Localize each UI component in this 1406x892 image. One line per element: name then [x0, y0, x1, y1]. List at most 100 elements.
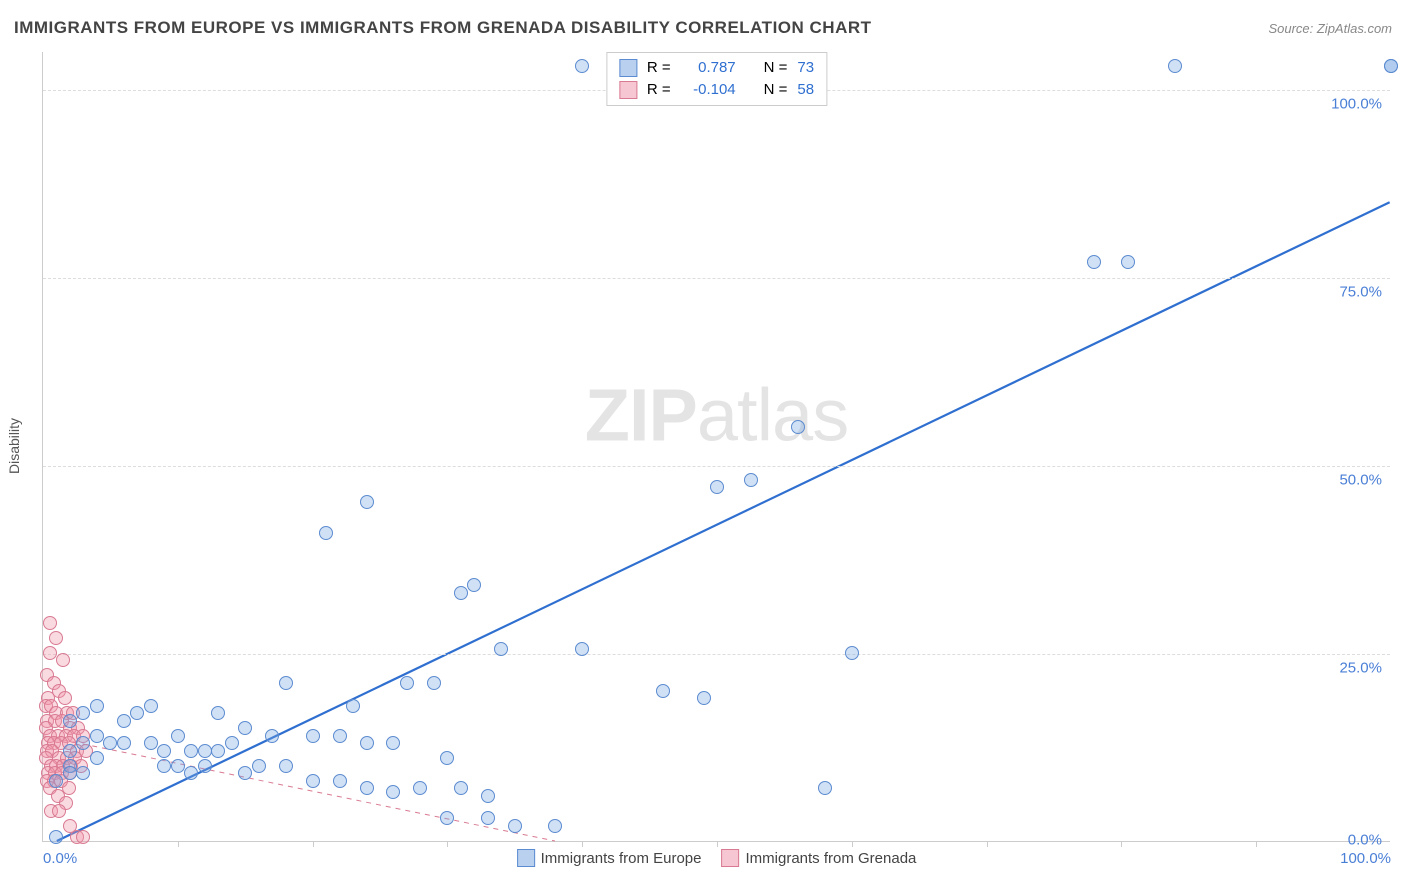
y-tick-label: 100.0% [1331, 95, 1382, 112]
data-point [279, 759, 293, 773]
x-minor-tick [717, 841, 718, 847]
data-point [454, 781, 468, 795]
legend-item-grenada: Immigrants from Grenada [722, 849, 917, 867]
data-point [386, 736, 400, 750]
data-point [818, 781, 832, 795]
legend-swatch-europe [619, 59, 637, 77]
data-point [413, 781, 427, 795]
data-point [791, 420, 805, 434]
data-point [117, 736, 131, 750]
data-point [90, 699, 104, 713]
y-tick-label: 0.0% [1348, 832, 1382, 849]
data-point [279, 676, 293, 690]
n-label: N = [764, 79, 788, 101]
n-value: 73 [797, 57, 814, 79]
data-point [90, 729, 104, 743]
legend-label: Immigrants from Grenada [746, 850, 917, 867]
data-point [1121, 255, 1135, 269]
legend-row: R = -0.104 N = 58 [619, 79, 814, 101]
data-point [333, 774, 347, 788]
data-point [845, 646, 859, 660]
data-point [90, 751, 104, 765]
data-point [427, 676, 441, 690]
data-point [1384, 59, 1398, 73]
data-point [76, 706, 90, 720]
x-minor-tick [447, 841, 448, 847]
data-point [333, 729, 347, 743]
data-point [49, 774, 63, 788]
data-point [211, 744, 225, 758]
data-point [306, 774, 320, 788]
r-value: -0.104 [681, 79, 736, 101]
data-point [265, 729, 279, 743]
data-point [198, 759, 212, 773]
legend-swatch-grenada [722, 849, 740, 867]
data-point [481, 789, 495, 803]
data-point [494, 642, 508, 656]
data-point [198, 744, 212, 758]
legend-row: R = 0.787 N = 73 [619, 57, 814, 79]
data-point [184, 744, 198, 758]
data-point [386, 785, 400, 799]
correlation-legend: R = 0.787 N = 73 R = -0.104 N = 58 [606, 52, 827, 106]
data-point [1168, 59, 1182, 73]
data-point [117, 714, 131, 728]
r-value: 0.787 [681, 57, 736, 79]
data-point [360, 495, 374, 509]
n-value: 58 [797, 79, 814, 101]
gridline [43, 278, 1390, 279]
data-point [76, 736, 90, 750]
data-point [360, 736, 374, 750]
gridline [43, 654, 1390, 655]
data-point [157, 744, 171, 758]
data-point [56, 653, 70, 667]
trend-line [57, 202, 1390, 841]
legend-swatch-europe [517, 849, 535, 867]
chart-title: IMMIGRANTS FROM EUROPE VS IMMIGRANTS FRO… [14, 18, 872, 38]
r-label: R = [647, 57, 671, 79]
data-point [52, 804, 66, 818]
x-tick-label: 0.0% [43, 850, 77, 867]
data-point [481, 811, 495, 825]
data-point [238, 766, 252, 780]
y-axis-label: Disability [6, 418, 22, 474]
data-point [184, 766, 198, 780]
data-point [360, 781, 374, 795]
x-tick-label: 100.0% [1340, 850, 1391, 867]
scatter-plot: ZIPatlas R = 0.787 N = 73 R = -0.104 N =… [42, 52, 1390, 842]
data-point [49, 830, 63, 844]
y-tick-label: 25.0% [1339, 659, 1382, 676]
legend-label: Immigrants from Europe [541, 850, 702, 867]
data-point [697, 691, 711, 705]
chart-source: Source: ZipAtlas.com [1268, 21, 1392, 36]
watermark: ZIPatlas [585, 372, 848, 457]
y-tick-label: 50.0% [1339, 471, 1382, 488]
data-point [63, 766, 77, 780]
data-point [157, 759, 171, 773]
data-point [144, 699, 158, 713]
data-point [710, 480, 724, 494]
data-point [144, 736, 158, 750]
data-point [211, 706, 225, 720]
legend-swatch-grenada [619, 81, 637, 99]
data-point [49, 631, 63, 645]
r-label: R = [647, 79, 671, 101]
data-point [346, 699, 360, 713]
x-minor-tick [178, 841, 179, 847]
data-point [400, 676, 414, 690]
data-point [548, 819, 562, 833]
data-point [43, 616, 57, 630]
y-tick-label: 75.0% [1339, 283, 1382, 300]
data-point [656, 684, 670, 698]
trend-line [43, 736, 555, 841]
n-label: N = [764, 57, 788, 79]
data-point [171, 729, 185, 743]
x-minor-tick [987, 841, 988, 847]
gridline [43, 466, 1390, 467]
data-point [171, 759, 185, 773]
data-point [440, 811, 454, 825]
data-point [575, 59, 589, 73]
data-point [306, 729, 320, 743]
data-point [454, 586, 468, 600]
x-minor-tick [1121, 841, 1122, 847]
